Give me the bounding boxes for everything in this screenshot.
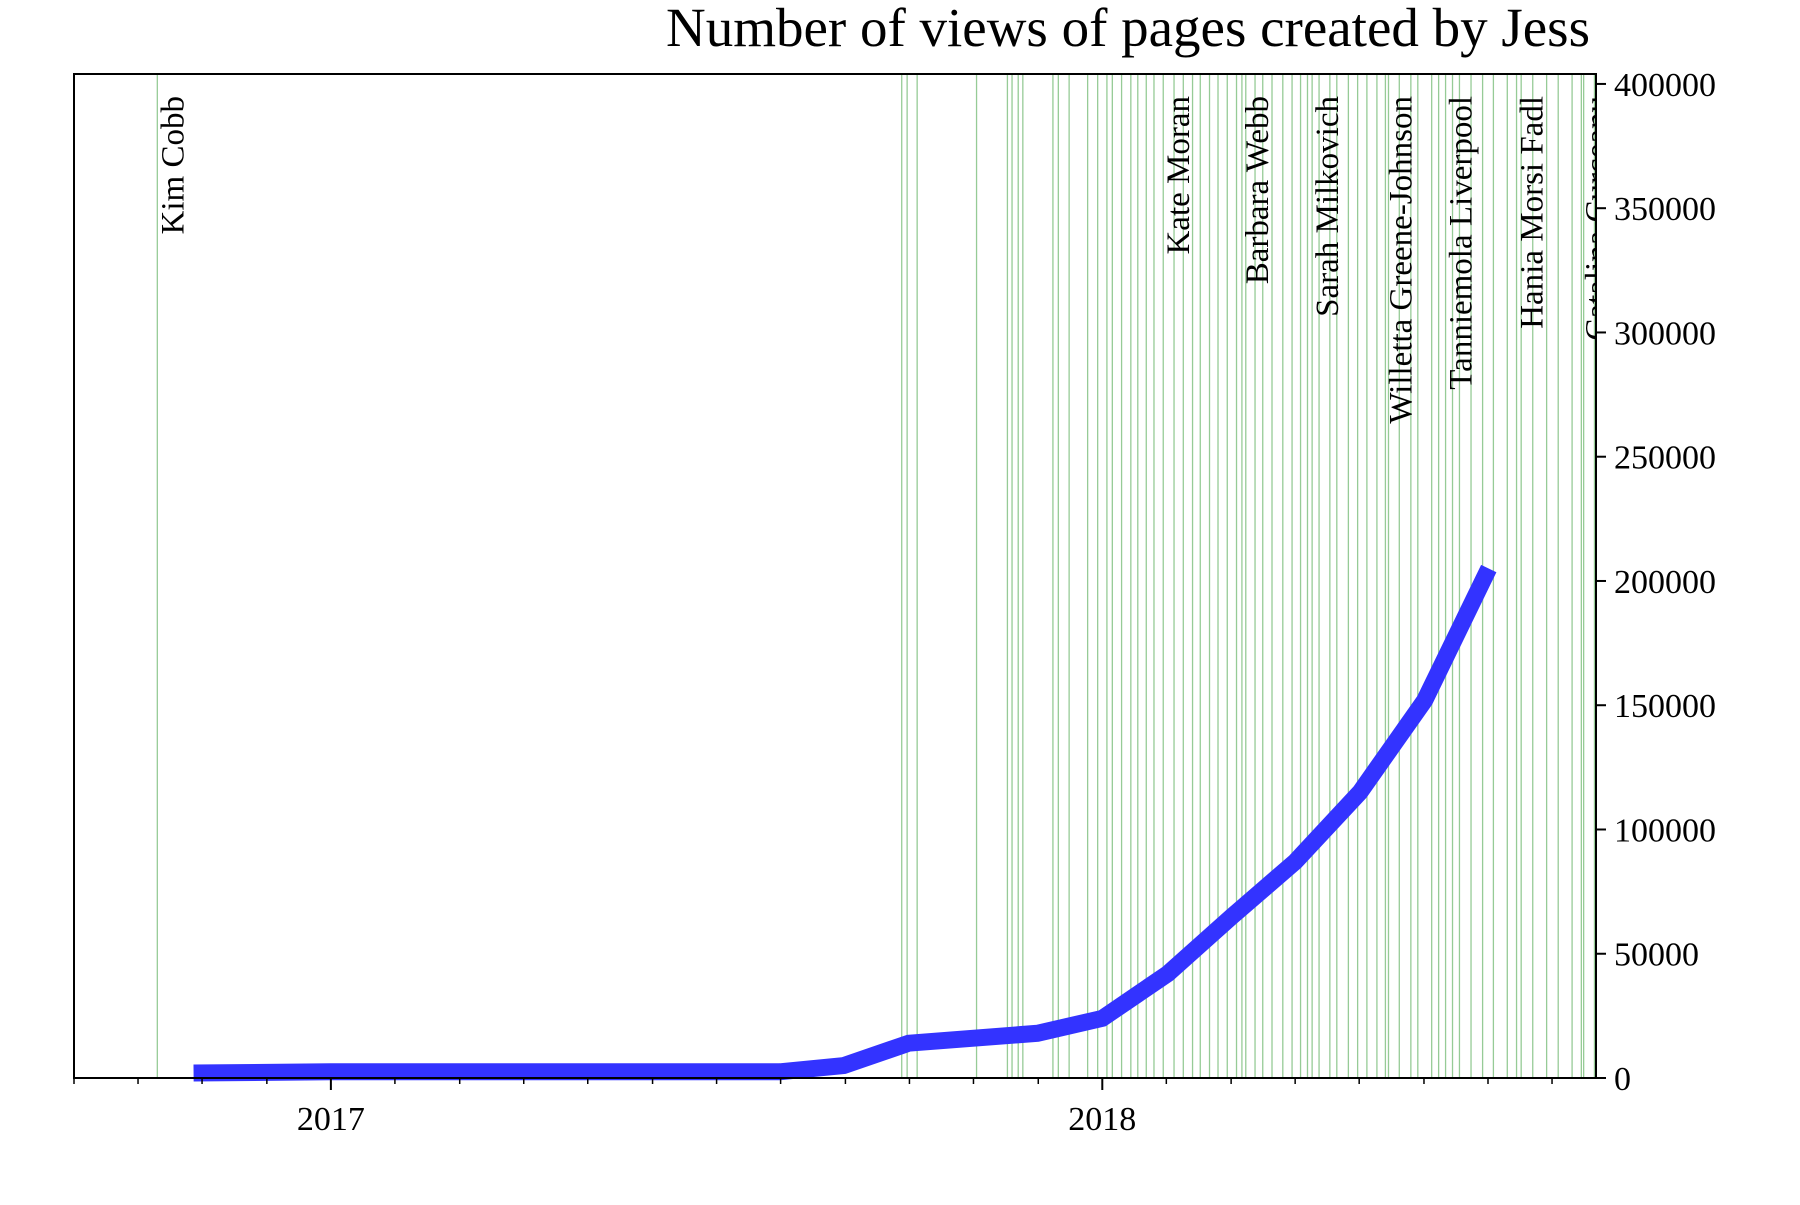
y-tick-label: 200000: [1614, 564, 1716, 601]
y-tick-label: 150000: [1614, 688, 1716, 725]
y-tick-label: 50000: [1614, 937, 1699, 974]
y-tick-label: 100000: [1614, 812, 1716, 849]
series-line: [193, 564, 1497, 1082]
annotation-label: Hania Morsi Fadl: [1515, 96, 1551, 329]
y-tick-label: 350000: [1614, 191, 1716, 228]
x-tick-label: 2018: [1068, 1101, 1136, 1138]
annotation-label: Tanniemola Liverpool: [1444, 96, 1480, 390]
annotation-label: Willetta Greene-Johnson: [1383, 96, 1419, 424]
plot-frame: [73, 73, 1597, 1079]
event-layer: [156, 74, 1596, 1078]
annotation-label: Catalina Curceanu: [1579, 96, 1615, 341]
x-tick-label: 2017: [297, 1101, 365, 1138]
line-layer: [193, 564, 1497, 1082]
y-tick-label: 0: [1614, 1061, 1631, 1098]
annotation-label: Kim Cobb: [155, 96, 191, 234]
y-tick-label: 250000: [1614, 440, 1716, 477]
y-tick-label: 400000: [1614, 67, 1716, 104]
annotation-layer: Kim Cobb Kate Moran Barbara Webb Sarah Milk…: [155, 96, 1615, 424]
chart-title: Number of views of pages created by Jess: [666, 0, 1590, 58]
annotation-label: Kate Moran: [1161, 96, 1197, 255]
annotation-label: Sarah Milkovich: [1310, 96, 1346, 317]
annotation-label: Barbara Webb: [1240, 96, 1276, 284]
axes: 0 50000 100000 150000 200000 250000 300000 3500…: [73, 67, 1716, 1138]
y-tick-label: 300000: [1614, 315, 1716, 352]
